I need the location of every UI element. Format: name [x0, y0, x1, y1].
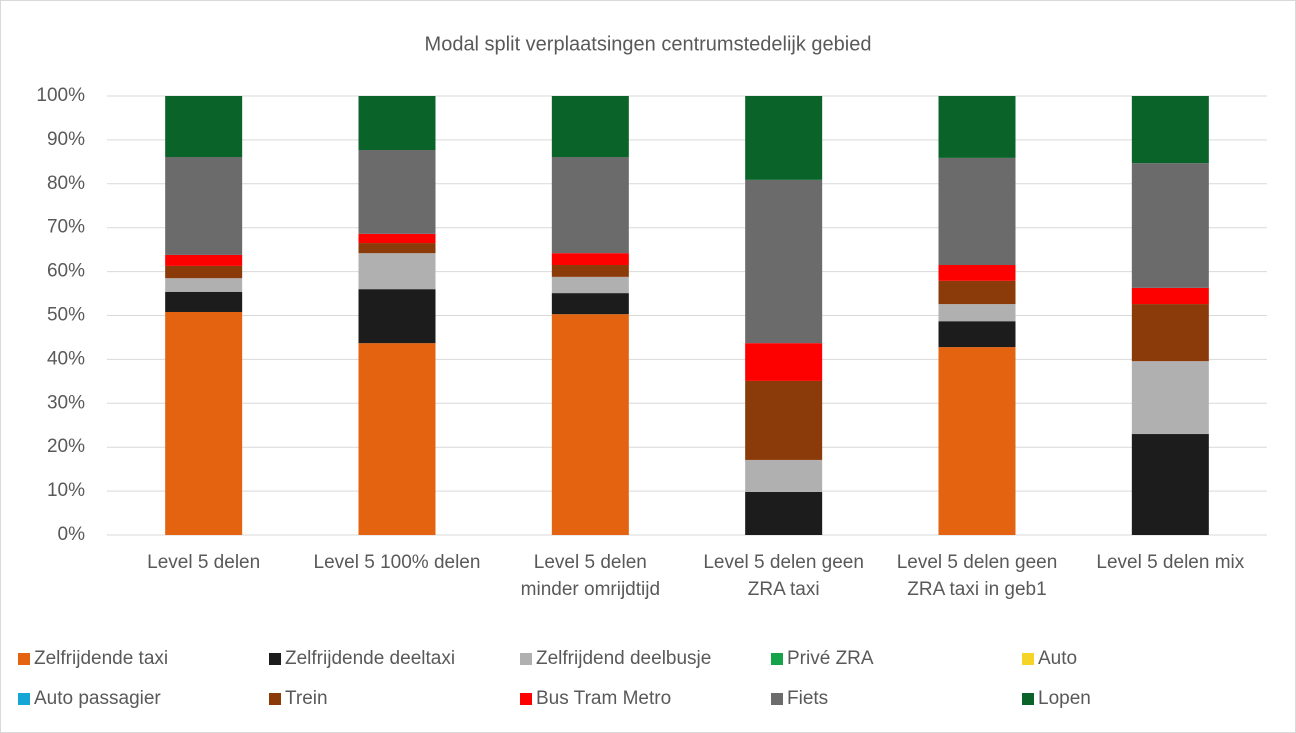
y-tick-label: 60%: [47, 261, 85, 282]
bar-segment: [551, 157, 629, 254]
x-tick-label: Level 5 delen: [147, 552, 260, 573]
x-tick-label: Level 5 delen mix: [1096, 552, 1244, 573]
legend-label: Lopen: [1038, 688, 1091, 709]
bar-segment: [165, 291, 243, 312]
y-tick-label: 100%: [36, 85, 85, 106]
bar-segment: [551, 276, 629, 294]
y-tick-label: 50%: [47, 305, 85, 326]
y-tick-label: 20%: [47, 436, 85, 457]
bar-segment: [551, 314, 629, 535]
bar-segment: [358, 149, 436, 234]
bar-segment: [1131, 361, 1209, 435]
x-tick-label-line: ZRA taxi in geb1: [907, 579, 1046, 600]
x-tick-label: Level 5 delen geen ZRA taxi in geb1: [897, 552, 1058, 600]
bar-segment: [358, 289, 436, 344]
bar-segment: [358, 343, 436, 535]
legend-label: Zelfrijdend deelbusje: [536, 648, 711, 669]
bar-segment: [551, 253, 629, 266]
bar-segment: [358, 233, 436, 244]
bar-segment: [165, 157, 243, 255]
bar-segment: [938, 157, 1016, 266]
legend-swatch: [269, 653, 281, 665]
bar-segment: [358, 243, 436, 254]
x-tick-label: Level 5 100% delen: [314, 552, 481, 573]
chart-title: Modal split verplaatsingen centrumstedel…: [425, 33, 872, 55]
bar-segment: [745, 96, 823, 180]
legend-label: Zelfrijdende taxi: [34, 648, 168, 669]
bar-segment: [1131, 287, 1209, 305]
bar-segment: [938, 321, 1016, 348]
legend-label: Bus Tram Metro: [536, 688, 671, 709]
bar-segment: [745, 343, 823, 381]
legend-swatch: [18, 693, 30, 705]
legend-swatch: [1022, 693, 1034, 705]
bar-segment: [745, 459, 823, 492]
legend-label: Fiets: [787, 688, 828, 709]
legend-swatch: [771, 653, 783, 665]
bar-segment: [551, 265, 629, 277]
bar-segment: [745, 380, 823, 460]
bar-segment: [1131, 96, 1209, 164]
y-tick-label: 0%: [58, 524, 86, 545]
legend-label: Trein: [285, 688, 328, 709]
legend-label: Privé ZRA: [787, 648, 874, 669]
y-tick-label: 80%: [47, 173, 85, 194]
legend-swatch: [520, 653, 532, 665]
legend-swatch: [18, 653, 30, 665]
y-tick-label: 70%: [47, 217, 85, 238]
y-tick-label: 90%: [47, 129, 85, 150]
bar-segment: [938, 347, 1016, 535]
legend-swatch: [771, 693, 783, 705]
y-tick-label: 40%: [47, 348, 85, 369]
x-tick-label-line: Level 5 delen mix: [1096, 552, 1244, 573]
x-tick-label: Level 5 delen minder omrijdtijd: [521, 552, 660, 600]
bar-segment: [551, 293, 629, 315]
bar-segment: [165, 254, 243, 266]
legend-label: Auto passagier: [34, 688, 161, 709]
legend-swatch: [269, 693, 281, 705]
bar-segment: [1131, 163, 1209, 288]
bar-segment: [551, 96, 629, 158]
bar-segment: [165, 96, 243, 158]
x-tick-label-line: Level 5 100% delen: [314, 552, 481, 573]
bar-segment: [745, 179, 823, 344]
y-tick-label: 30%: [47, 392, 85, 413]
x-tick-label: Level 5 delen geen ZRA taxi: [703, 552, 864, 600]
bar-segment: [165, 265, 243, 279]
bar-segment: [1131, 434, 1209, 535]
bar-segment: [938, 304, 1016, 322]
x-tick-label-line: Level 5 delen geen: [703, 552, 864, 573]
legend-swatch: [520, 693, 532, 705]
bar-segment: [938, 265, 1016, 281]
x-tick-label-line: Level 5 delen: [534, 552, 647, 573]
bar-segment: [358, 96, 436, 150]
legend-swatch: [1022, 653, 1034, 665]
bar-segment: [1131, 304, 1209, 362]
bar-segment: [938, 96, 1016, 158]
bar-segment: [165, 311, 243, 535]
legend-label: Auto: [1038, 648, 1077, 669]
bar-segment: [165, 278, 243, 292]
x-tick-label-line: minder omrijdtijd: [521, 579, 660, 600]
y-tick-label: 10%: [47, 480, 85, 501]
bar-segment: [358, 253, 436, 290]
x-tick-label-line: ZRA taxi: [748, 579, 820, 600]
x-tick-label-line: Level 5 delen: [147, 552, 260, 573]
x-tick-label-line: Level 5 delen geen: [897, 552, 1058, 573]
legend-label: Zelfrijdende deeltaxi: [285, 648, 455, 669]
bar-segment: [938, 280, 1016, 305]
bar-segment: [745, 491, 823, 535]
